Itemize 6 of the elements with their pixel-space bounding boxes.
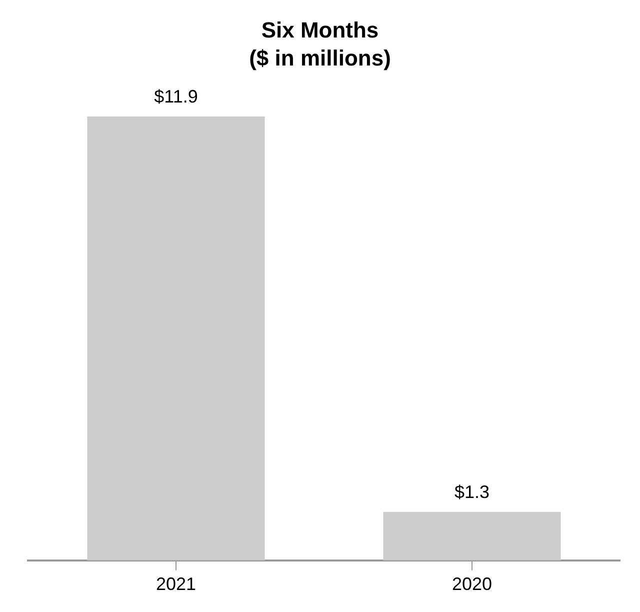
x-tick-label: 2020 bbox=[452, 574, 492, 594]
chart-subtitle: ($ in millions) bbox=[249, 46, 391, 71]
data-label: $1.3 bbox=[454, 482, 490, 502]
x-tick-label: 2021 bbox=[156, 574, 196, 594]
data-label: $11.9 bbox=[154, 86, 198, 106]
chart-title: Six Months bbox=[261, 17, 379, 42]
